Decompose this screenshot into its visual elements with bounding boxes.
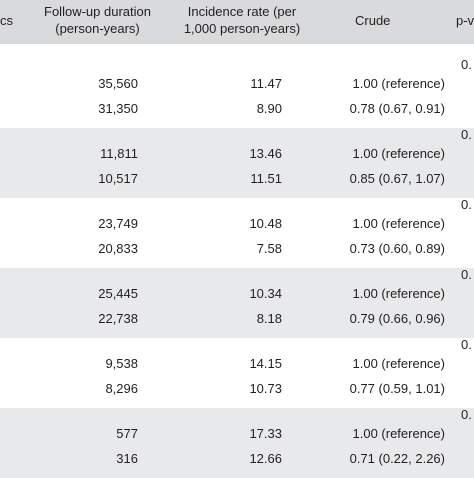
follow-up-duration-cell: 31,350	[98, 101, 138, 116]
incidence-rate-cell: 14.15	[249, 356, 282, 371]
incidence-rate-cell: 7.58	[256, 241, 282, 256]
incidence-rate-cell: 8.90	[256, 101, 282, 116]
follow-up-duration-cell: 22,738	[98, 311, 138, 326]
p-value: 0.	[461, 57, 472, 72]
incidence-rate-cell: 17.33	[249, 426, 282, 441]
header-characteristics: cs	[0, 13, 13, 28]
header-line: Incidence rate (per	[187, 4, 297, 19]
follow-up-duration-cell: 11,811	[100, 146, 138, 161]
crude-cell: 1.00 (reference)	[352, 76, 446, 91]
row-band	[0, 128, 474, 198]
incidence-rate-cell: 12.66	[249, 451, 282, 466]
row-band	[0, 268, 474, 338]
follow-up-duration-cell: 8,296	[105, 381, 138, 396]
incidence-rate-cell: 10.48	[249, 216, 282, 231]
header-follow-up-duration: Follow-up duration (person-years)	[30, 3, 165, 37]
follow-up-duration-cell: 35,560	[98, 76, 138, 91]
incidence-rate-cell: 13.46	[249, 146, 282, 161]
header-line: 1,000 person-years)	[183, 21, 301, 36]
follow-up-duration-cell: 20,833	[98, 241, 138, 256]
crude-cell: 1.00 (reference)	[352, 216, 446, 231]
crude-cell: 0.79 (0.66, 0.96)	[349, 311, 445, 326]
follow-up-duration-cell: 10,517	[98, 171, 138, 186]
p-value: 0.	[461, 267, 472, 282]
crude-cell: 1.00 (reference)	[352, 426, 446, 441]
crude-cell: 1.00 (reference)	[352, 356, 446, 371]
p-value: 0.	[461, 127, 472, 142]
follow-up-duration-cell: 316	[116, 451, 138, 466]
row-band	[0, 408, 474, 478]
p-value: 0.	[461, 337, 472, 352]
incidence-rate-cell: 10.34	[249, 286, 282, 301]
header-line: Follow-up duration	[44, 4, 151, 19]
crude-cell: 1.00 (reference)	[352, 146, 446, 161]
p-value: 0.	[461, 407, 472, 422]
crude-cell: 0.77 (0.59, 1.01)	[349, 381, 445, 396]
incidence-rate-cell: 11.51	[250, 171, 282, 186]
header-p-value: p-v	[456, 13, 474, 28]
crude-cell: 0.78 (0.67, 0.91)	[349, 101, 445, 116]
crude-cell: 0.85 (0.67, 1.07)	[349, 171, 445, 186]
table-header: cs Follow-up duration (person-years) Inc…	[0, 0, 474, 44]
incidence-rate-cell: 10.73	[249, 381, 282, 396]
follow-up-duration-cell: 9,538	[105, 356, 138, 371]
follow-up-duration-cell: 25,445	[98, 286, 138, 301]
crude-cell: 0.73 (0.60, 0.89)	[349, 241, 445, 256]
incidence-rate-cell: 11.47	[250, 76, 282, 91]
follow-up-duration-cell: 577	[116, 426, 138, 441]
follow-up-duration-cell: 23,749	[98, 216, 138, 231]
header-line: (person-years)	[55, 21, 140, 36]
header-crude: Crude	[355, 13, 391, 28]
p-value: 0.	[461, 197, 472, 212]
header-incidence-rate: Incidence rate (per 1,000 person-years)	[172, 3, 312, 37]
crude-cell: 0.71 (0.22, 2.26)	[349, 451, 445, 466]
crude-cell: 1.00 (reference)	[352, 286, 446, 301]
incidence-rate-cell: 8.18	[256, 311, 282, 326]
